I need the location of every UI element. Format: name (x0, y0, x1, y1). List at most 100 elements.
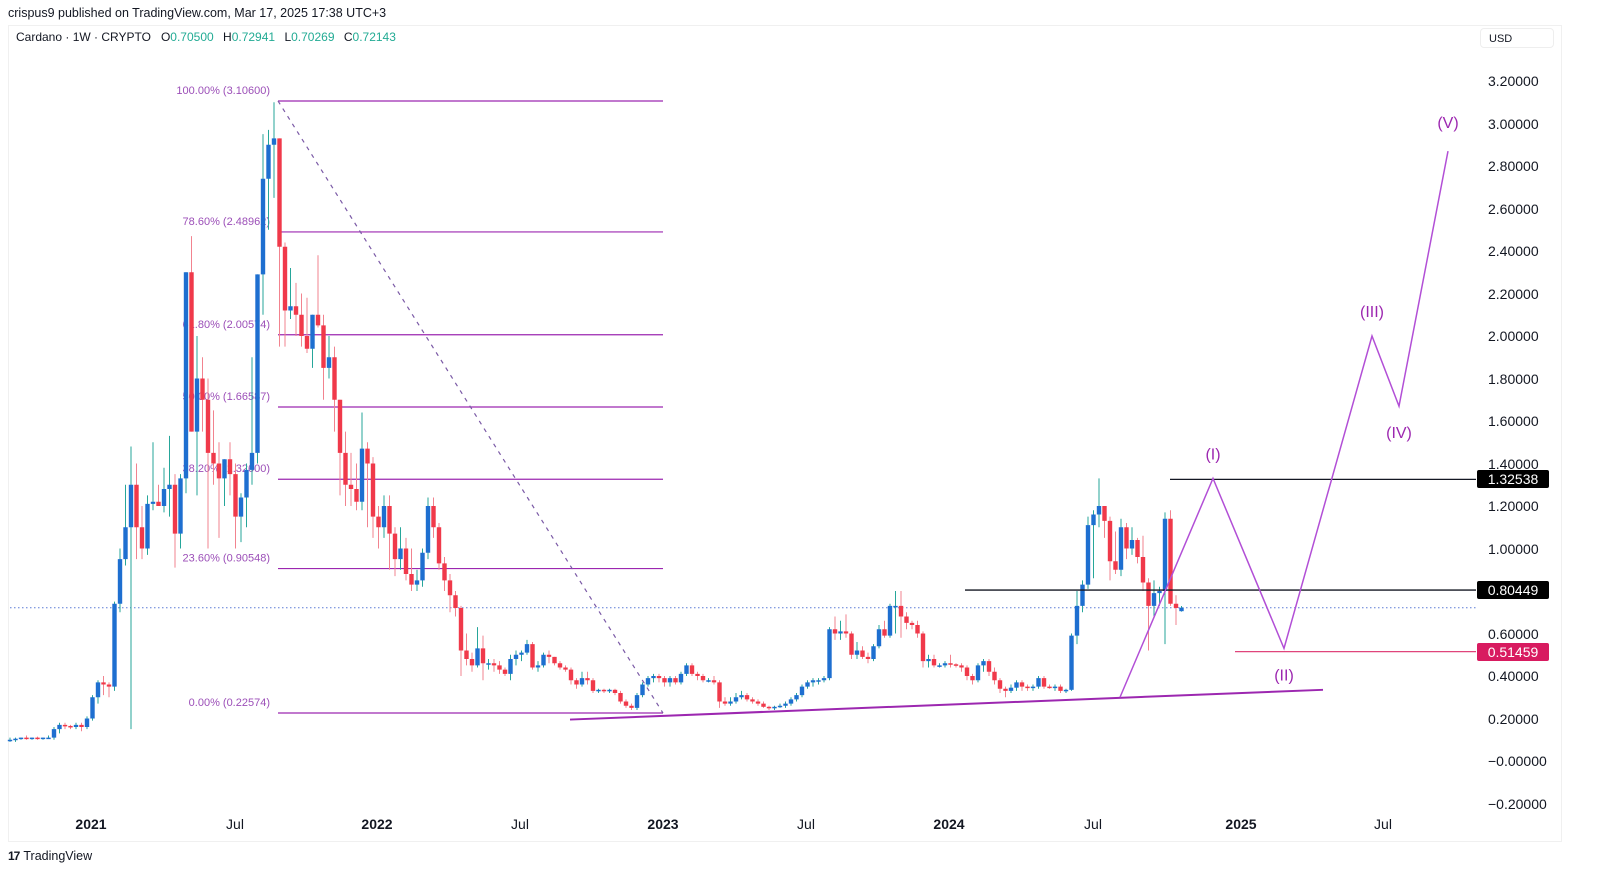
candle (843, 631, 849, 634)
candle (678, 673, 684, 683)
candle (717, 682, 722, 702)
candle (821, 678, 827, 681)
candle (574, 680, 579, 685)
price-level-tag: 1.32538 (1477, 470, 1549, 489)
candle (167, 484, 172, 489)
candle (315, 314, 321, 326)
candle (13, 738, 18, 741)
candle (414, 580, 420, 585)
candle (904, 616, 909, 623)
tradingview-logo[interactable]: 17 TradingView (8, 849, 92, 863)
price-tick: 2.80000 (1488, 158, 1539, 174)
candle (24, 737, 29, 740)
candle (1096, 506, 1102, 515)
candle (981, 661, 986, 666)
candle (810, 680, 816, 683)
price-level-tag: 0.80449 (1477, 581, 1549, 600)
candle (293, 306, 299, 315)
candle (282, 246, 288, 311)
candle (601, 689, 607, 692)
candle (244, 469, 249, 498)
candle (651, 676, 656, 679)
price-tick: 1.80000 (1488, 370, 1539, 387)
candle (1080, 584, 1085, 606)
candle (1107, 520, 1113, 562)
candle (997, 680, 1003, 689)
candle (381, 506, 387, 528)
candle (849, 633, 854, 655)
candle (750, 699, 755, 702)
candle (612, 689, 618, 693)
close-label: C (343, 30, 353, 44)
candle (1113, 561, 1118, 570)
fibonacci-retracement[interactable]: 100.00% (3.10600) 78.60% (2.48962) 61.80% … (176, 85, 664, 714)
candle (1162, 518, 1168, 591)
candle (486, 663, 491, 665)
candle (233, 474, 238, 517)
candle (832, 629, 838, 634)
candle (238, 497, 244, 517)
candle (893, 605, 898, 608)
candle (458, 608, 464, 651)
time-tick: Jul (1084, 816, 1102, 832)
candle (326, 357, 332, 368)
candle (7, 739, 13, 742)
high-value: 0.72941 (231, 30, 276, 44)
candle (667, 678, 673, 683)
candle (777, 705, 783, 708)
candle (695, 673, 700, 676)
candle (772, 706, 777, 709)
candle (172, 484, 178, 534)
candle (623, 701, 629, 706)
price-tick: 0.40000 (1488, 668, 1539, 684)
fib-level-label: 100.00% (3.10600) (176, 85, 270, 97)
candle (348, 484, 354, 489)
candle (794, 695, 799, 700)
candle (475, 648, 480, 666)
candle (1140, 557, 1146, 583)
candle (497, 665, 502, 670)
candle (684, 665, 689, 674)
candle (1014, 682, 1019, 688)
candle (79, 724, 84, 727)
currency-selector[interactable]: USD (1480, 28, 1554, 48)
candle (255, 274, 260, 453)
open-label: O (160, 30, 171, 44)
candle (519, 652, 524, 655)
time-tick: 2022 (361, 816, 393, 832)
candle (728, 701, 733, 704)
support-trendline[interactable] (569, 688, 1324, 721)
candle (871, 646, 876, 659)
candle (673, 678, 678, 683)
candle (392, 533, 398, 560)
candle (700, 676, 706, 681)
candle (865, 656, 871, 659)
candle (409, 574, 414, 585)
candle (640, 684, 645, 696)
candle (464, 650, 469, 659)
candle (948, 663, 953, 665)
candle (420, 552, 425, 581)
time-tick: 2023 (647, 816, 679, 832)
candle (387, 506, 392, 534)
fib-trend-line (277, 100, 664, 714)
tradingview-logo-icon: 17 (8, 849, 20, 863)
candle (706, 680, 711, 682)
candle (277, 138, 282, 247)
candle (1118, 527, 1124, 570)
candle (568, 669, 574, 681)
candle (1179, 607, 1184, 612)
candle (799, 686, 805, 696)
candle (541, 654, 546, 666)
price-tick: 1.20000 (1488, 498, 1539, 514)
candle (783, 703, 788, 706)
candle (1036, 678, 1041, 687)
candle (1124, 527, 1129, 549)
candle (926, 659, 931, 662)
candle (1135, 540, 1140, 557)
candle (1041, 678, 1047, 687)
elliott-wave-path[interactable] (1119, 150, 1449, 698)
candle (150, 501, 156, 504)
candle (876, 629, 882, 647)
